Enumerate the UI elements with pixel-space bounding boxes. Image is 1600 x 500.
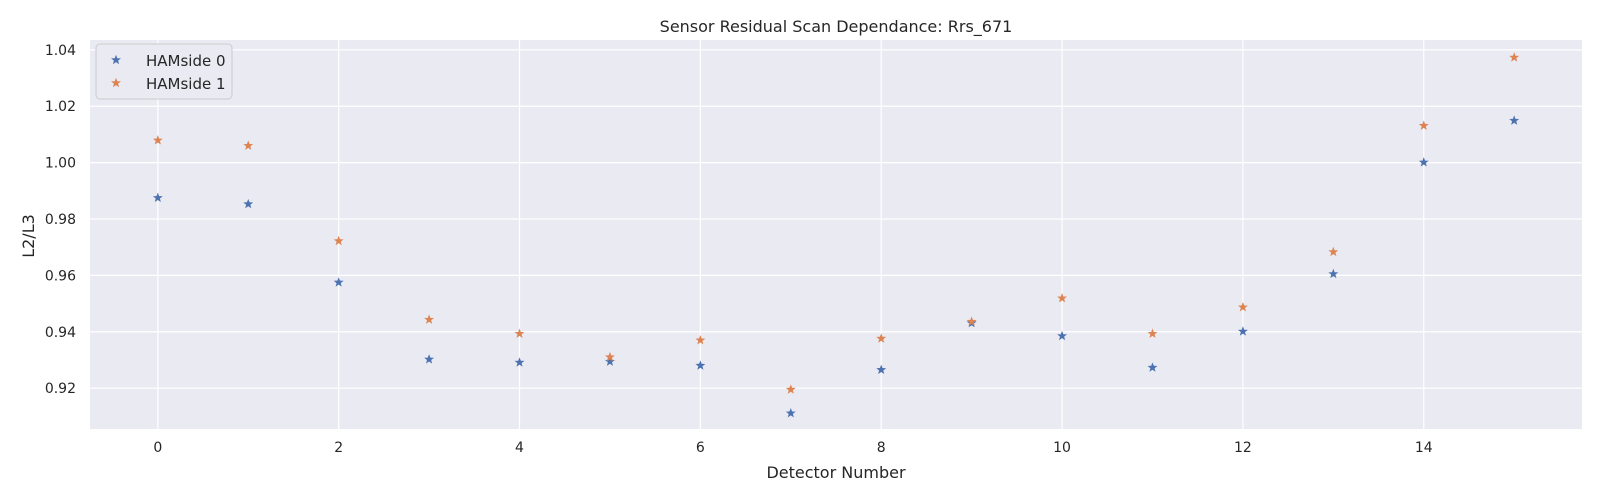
point-hamside-1: [695, 335, 706, 345]
legend-box: [95, 43, 233, 100]
point-hamside-0: [604, 356, 615, 366]
point-hamside-0: [1509, 115, 1520, 125]
chart-title: Sensor Residual Scan Dependance: Rrs_671: [660, 17, 1013, 37]
point-hamside-1: [1237, 302, 1248, 312]
point-hamside-1: [1057, 293, 1068, 303]
point-hamside-0: [243, 198, 254, 209]
point-hamside-0: [1057, 330, 1068, 341]
point-hamside-0: [876, 364, 887, 375]
point-hamside-1: [876, 333, 887, 343]
x-axis-label: Detector Number: [766, 463, 906, 482]
legend-marker-hamside-0: [111, 54, 121, 65]
legend-star-icon: [111, 77, 121, 88]
point-hamside-0: [1147, 362, 1158, 372]
point-hamside-1: [1418, 120, 1429, 130]
point-hamside-0: [424, 354, 435, 364]
y-tick-label: 1.04: [45, 43, 76, 59]
point-hamside-1: [243, 140, 254, 150]
y-tick-label: 1.00: [45, 156, 76, 172]
legend-marker-hamside-1: [111, 77, 121, 88]
point-hamside-0: [1237, 326, 1248, 336]
x-tick-label: 10: [1053, 440, 1071, 456]
y-axis-label: L2/L3: [19, 214, 38, 258]
point-hamside-0: [1328, 268, 1339, 279]
point-hamside-0: [514, 357, 525, 367]
point-hamside-1: [152, 135, 163, 145]
legend-star-icon: [111, 54, 121, 65]
point-hamside-1: [1147, 328, 1158, 338]
legend-label-hamside-0: HAMside 0: [146, 52, 226, 70]
point-hamside-1: [1509, 52, 1520, 62]
point-hamside-0: [1418, 157, 1429, 167]
point-hamside-1: [1328, 246, 1339, 257]
point-hamside-0: [695, 360, 706, 370]
point-hamside-1: [424, 314, 435, 324]
x-tick-label: 0: [153, 440, 162, 456]
tick-labels: 0 2 4 6 8 10 12 14 0.92 0.94 0.96 0.98 1.00 1.02 1.04: [45, 43, 1433, 456]
legend: HAMside 0 HAMside 1: [95, 43, 233, 100]
x-tick-label: 12: [1234, 440, 1252, 456]
x-tick-label: 4: [515, 440, 524, 456]
point-hamside-1: [966, 316, 977, 326]
point-hamside-1: [333, 235, 344, 246]
legend-label-hamside-1: HAMside 1: [146, 75, 226, 93]
point-hamside-0: [333, 277, 344, 287]
x-tick-label: 2: [334, 440, 343, 456]
point-hamside-0: [152, 192, 163, 203]
y-tick-label: 1.02: [45, 99, 76, 115]
x-tick-label: 8: [877, 440, 886, 456]
y-tick-label: 0.98: [45, 212, 76, 228]
y-tick-label: 0.92: [45, 381, 76, 397]
point-hamside-1: [785, 384, 796, 394]
y-tick-label: 0.94: [45, 325, 76, 341]
x-tick-label: 14: [1415, 440, 1433, 456]
point-hamside-1: [514, 328, 525, 338]
point-hamside-1: [604, 351, 615, 362]
point-hamside-0: [785, 408, 796, 418]
x-tick-label: 6: [696, 440, 705, 456]
y-tick-label: 0.96: [45, 268, 76, 284]
plot-area: [90, 40, 1582, 429]
data-points: [152, 52, 1520, 418]
